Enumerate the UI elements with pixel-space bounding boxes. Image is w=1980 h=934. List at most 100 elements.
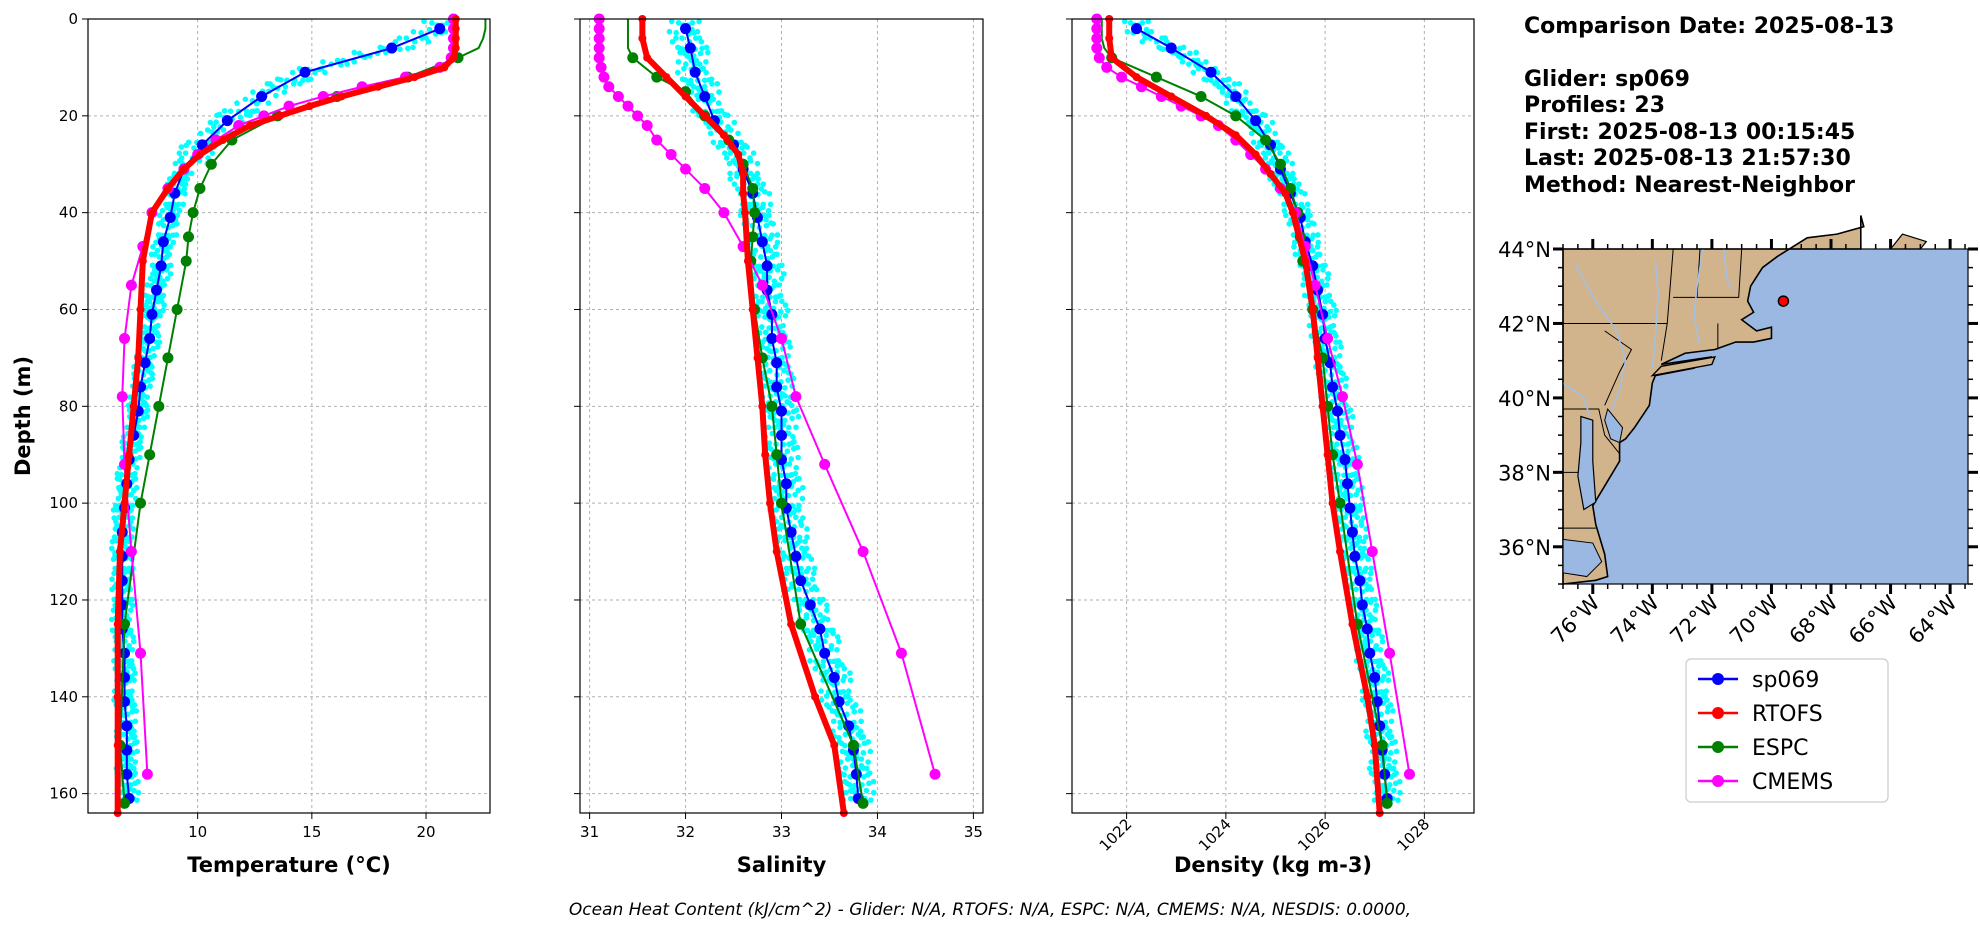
rtofs-point: [305, 102, 314, 111]
cloud-point: [1242, 96, 1249, 103]
cloud-point: [775, 314, 782, 320]
cloud-point: [1327, 298, 1334, 305]
cloud-point: [830, 718, 837, 725]
cloud-point: [785, 424, 792, 431]
espc-point: [1381, 797, 1393, 809]
y-tick-label: 40: [59, 204, 78, 222]
cloud-point: [1360, 538, 1367, 545]
cloud-point: [836, 638, 842, 645]
x-tick-label: 34: [868, 823, 887, 841]
cloud-point: [1396, 778, 1403, 785]
cmems-point: [125, 546, 137, 558]
cloud-point: [763, 216, 769, 223]
cloud-point: [1306, 322, 1313, 329]
cloud-point: [817, 612, 823, 618]
rtofs-point: [753, 353, 762, 362]
cloud-point: [144, 407, 151, 413]
cloud-point: [174, 212, 181, 219]
cloud-point: [1383, 688, 1390, 694]
cloud-point: [757, 254, 764, 260]
cloud-point: [109, 576, 115, 582]
cloud-point: [852, 702, 859, 708]
cloud-point: [844, 700, 851, 707]
cloud-point: [801, 550, 808, 556]
cloud-point: [864, 765, 870, 772]
espc-point: [1260, 134, 1272, 146]
espc-point: [847, 739, 859, 751]
cloud-point: [675, 69, 681, 76]
cloud-point: [834, 663, 841, 669]
sp069-point: [780, 478, 792, 490]
sp069-point: [121, 720, 133, 732]
rtofs-point: [147, 208, 156, 217]
state-border: [1673, 248, 1743, 298]
river: [1651, 260, 1660, 369]
cloud-point: [826, 704, 832, 710]
y-axis-label: Depth (m): [11, 356, 35, 476]
cloud-point: [130, 502, 136, 509]
axes-frame: [87, 18, 491, 814]
cloud-point: [716, 89, 722, 95]
cloud-point: [123, 568, 130, 575]
temperature-profile-panel: 0 20 40 60 80 100 120 140 160 10 15 20 Temperature (…: [11, 10, 491, 877]
cloud-point: [837, 724, 843, 731]
cloud-point: [781, 367, 787, 374]
rtofs-point: [1348, 620, 1357, 629]
cloud-point: [782, 302, 789, 308]
sp069-point: [1250, 115, 1262, 127]
cloud-point: [796, 475, 802, 482]
cloud-point: [781, 417, 788, 424]
cloud-point: [132, 759, 139, 765]
cloud-point: [1347, 545, 1354, 552]
cmems-point: [603, 81, 615, 93]
rtofs-point: [638, 34, 647, 43]
cloud-point: [804, 627, 811, 634]
rtofs-point: [113, 741, 122, 750]
cloud-point: [1236, 80, 1243, 87]
cloud-point: [254, 108, 261, 114]
cloud-point: [1347, 407, 1354, 413]
cloud-point: [845, 688, 852, 694]
cloud-point: [1310, 247, 1316, 254]
rtofs-point: [1313, 353, 1322, 362]
map-lat-label: 38°N: [1498, 461, 1551, 485]
cloud-point: [176, 207, 183, 214]
cloud-point: [669, 38, 676, 45]
espc-point: [1274, 158, 1286, 170]
cloud-point: [1349, 413, 1356, 420]
cloud-point: [1361, 568, 1368, 575]
axes-frame: [1071, 18, 1475, 814]
cloud-point: [696, 18, 702, 25]
map-lat-label: 44°N: [1498, 238, 1551, 262]
cloud-point: [156, 212, 163, 219]
cloud-point: [1384, 697, 1390, 703]
espc-line: [626, 19, 865, 804]
sp069-point: [221, 115, 233, 127]
sp069-point: [689, 66, 701, 78]
sp069-point: [151, 284, 163, 296]
cloud-point: [197, 130, 204, 137]
cloud-point: [761, 274, 768, 281]
x-tick-label: 1026: [1294, 815, 1334, 855]
cloud-point: [731, 181, 738, 187]
cloud-point: [1363, 534, 1369, 540]
cloud-point: [800, 484, 806, 491]
cloud-point: [795, 454, 801, 461]
cloud-point: [824, 616, 831, 623]
espc-line: [118, 19, 487, 804]
cloud-point: [1378, 711, 1384, 718]
sp069-point: [1341, 478, 1353, 490]
cmems-point: [1336, 391, 1348, 403]
cloud-point: [841, 742, 848, 749]
cloud-point: [207, 119, 214, 126]
cloud-point: [129, 688, 135, 694]
cloud-point: [870, 778, 877, 785]
cloud-point: [167, 271, 174, 277]
cloud-point: [865, 759, 871, 765]
cloud-point: [115, 495, 122, 502]
map-lon-label: 64°W: [1904, 590, 1962, 648]
cloud-point: [281, 89, 288, 95]
cloud-point: [131, 765, 137, 772]
cloud-point: [1305, 222, 1311, 229]
cloud-point: [160, 222, 167, 229]
